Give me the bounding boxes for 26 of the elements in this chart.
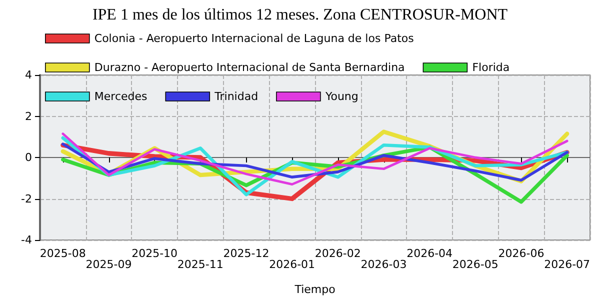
chart-title: IPE 1 mes de los últimos 12 meses. Zona CENTROSUR-MONT: [92, 6, 508, 24]
legend-label: Florida: [472, 61, 510, 74]
legend-label: Colonia - Aeropuerto Internacional de Laguna de los Patos: [94, 32, 414, 45]
y-tick-label: -4: [21, 234, 32, 246]
x-tick-label: 2025-10: [132, 247, 178, 260]
x-tick-label: 2025-08: [40, 247, 86, 260]
legend-label: Durazno - Aeropuerto Internacional de Santa Bernardina: [94, 61, 405, 74]
y-tick-label: 4: [25, 68, 32, 82]
legend-label: Mercedes: [94, 90, 148, 103]
x-tick-label: 2026-02: [314, 247, 361, 260]
y-tick-label: 0: [25, 151, 32, 164]
x-tick-label: 2026-07: [544, 258, 590, 271]
line-series: [61, 142, 569, 182]
x-tick-label: 2025-12: [223, 247, 270, 260]
x-tick-label: 2026-01: [269, 258, 316, 271]
legend-label: Young: [324, 90, 358, 103]
x-tick-label: 2026-03: [360, 258, 407, 271]
x-tick-label: 2026-06: [498, 247, 544, 260]
y-tick-label: 2: [25, 110, 32, 123]
x-axis-title: Tiempo: [294, 283, 336, 296]
x-tick-label: 2025-09: [86, 258, 132, 271]
legend-label: Trinidad: [214, 90, 258, 103]
x-tick-label: 2025-11: [177, 258, 224, 271]
x-tick-label: 2026-04: [406, 247, 453, 260]
x-tick-label: 2026-05: [452, 258, 498, 271]
y-tick-label: -2: [21, 192, 32, 206]
